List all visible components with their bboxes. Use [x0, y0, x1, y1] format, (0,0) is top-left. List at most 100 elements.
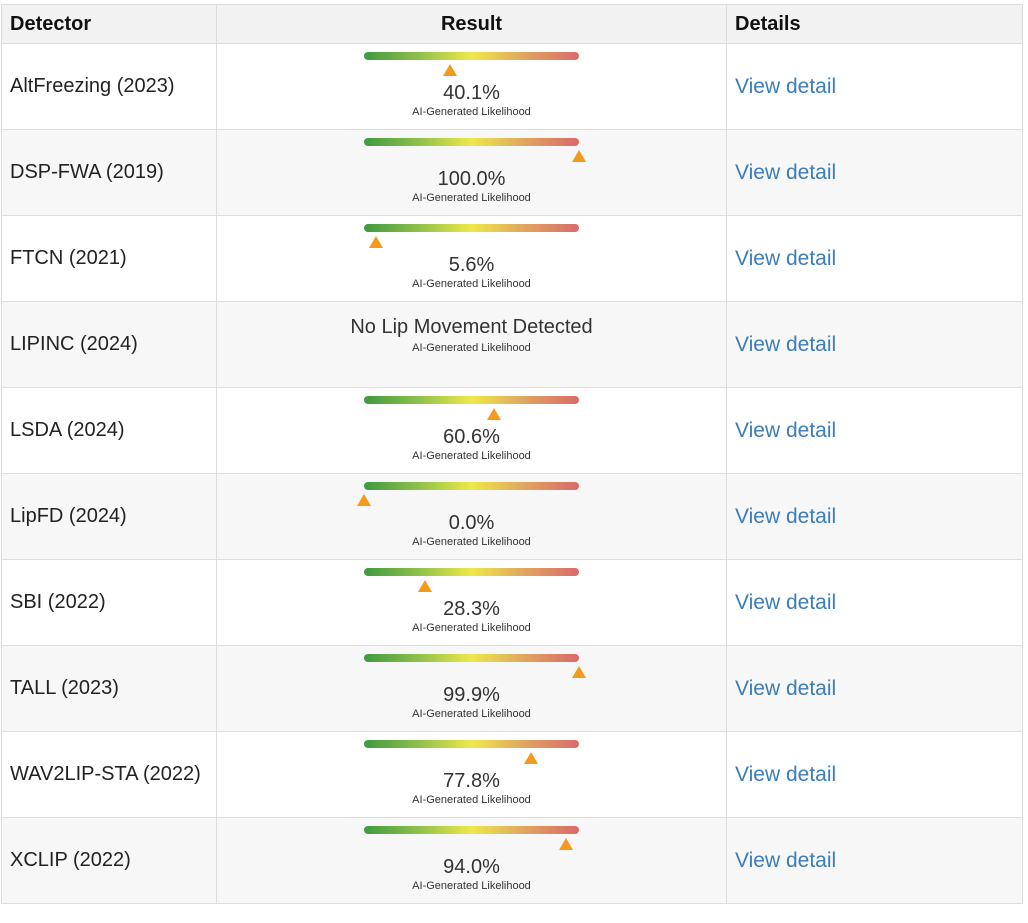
- view-detail-link[interactable]: View detail: [735, 504, 837, 528]
- likelihood-meter: [364, 224, 579, 254]
- view-detail-link[interactable]: View detail: [735, 418, 837, 442]
- likelihood-caption: AI-Generated Likelihood: [412, 536, 531, 548]
- details-cell: View detail: [726, 559, 1023, 646]
- likelihood-marker-icon: [357, 494, 371, 506]
- likelihood-value: 100.0%: [437, 168, 506, 190]
- likelihood-marker-icon: [443, 64, 458, 76]
- likelihood-meter: [364, 396, 579, 426]
- likelihood-caption: AI-Generated Likelihood: [412, 880, 531, 892]
- likelihood-gradient-bar: [364, 52, 579, 60]
- detector-name: LSDA (2024): [1, 387, 217, 474]
- details-cell: View detail: [726, 301, 1023, 388]
- result-cell: 28.3% AI-Generated Likelihood: [216, 559, 727, 646]
- likelihood-marker-icon: [571, 666, 586, 678]
- likelihood-caption: AI-Generated Likelihood: [412, 342, 531, 354]
- details-cell: View detail: [726, 129, 1023, 216]
- likelihood-gradient-bar: [364, 396, 579, 404]
- table-header: Detector Result Details: [1, 4, 1023, 44]
- likelihood-gradient-bar: [364, 482, 579, 490]
- detector-name: WAV2LIP-STA (2022): [1, 731, 217, 818]
- result-cell: 60.6% AI-Generated Likelihood: [216, 387, 727, 474]
- likelihood-meter: [364, 826, 579, 856]
- details-cell: View detail: [726, 387, 1023, 474]
- details-cell: View detail: [726, 817, 1023, 904]
- detector-name: TALL (2023): [1, 645, 217, 732]
- likelihood-value: 94.0%: [443, 856, 500, 878]
- view-detail-link[interactable]: View detail: [735, 762, 837, 786]
- view-detail-link[interactable]: View detail: [735, 848, 837, 872]
- details-cell: View detail: [726, 645, 1023, 732]
- result-cell: 5.6% AI-Generated Likelihood: [216, 215, 727, 302]
- likelihood-meter: [364, 52, 579, 82]
- view-detail-link[interactable]: View detail: [735, 332, 837, 356]
- view-detail-link[interactable]: View detail: [735, 676, 837, 700]
- view-detail-link[interactable]: View detail: [735, 74, 837, 98]
- likelihood-value: 40.1%: [443, 82, 500, 104]
- table-row: FTCN (2021) 5.6% AI-Generated Likelihood Vi…: [1, 215, 1023, 302]
- detector-name: LIPINC (2024): [1, 301, 217, 388]
- table-row: WAV2LIP-STA (2022) 77.8% AI-Generated Like…: [1, 731, 1023, 818]
- result-column-header: Result: [216, 4, 727, 44]
- table-body: AltFreezing (2023) 40.1% AI-Generated Like…: [1, 43, 1023, 904]
- likelihood-value: 77.8%: [443, 770, 500, 792]
- table-row: SBI (2022) 28.3% AI-Generated Likelihood Vi…: [1, 559, 1023, 646]
- table-row: LSDA (2024) 60.6% AI-Generated Likelihood V…: [1, 387, 1023, 474]
- detector-name: XCLIP (2022): [1, 817, 217, 904]
- details-column-header: Details: [726, 4, 1023, 44]
- detector-name: FTCN (2021): [1, 215, 217, 302]
- likelihood-gradient-bar: [364, 826, 579, 834]
- detector-name: DSP-FWA (2019): [1, 129, 217, 216]
- likelihood-meter: [364, 740, 579, 770]
- result-cell: 100.0% AI-Generated Likelihood: [216, 129, 727, 216]
- result-cell: 99.9% AI-Generated Likelihood: [216, 645, 727, 732]
- table-row: LipFD (2024) 0.0% AI-Generated Likelihood V…: [1, 473, 1023, 560]
- detector-column-header: Detector: [1, 4, 217, 44]
- table-row: LIPINC (2024) No Lip Movement Detected AI-…: [1, 301, 1023, 388]
- detector-name: SBI (2022): [1, 559, 217, 646]
- likelihood-gradient-bar: [364, 224, 579, 232]
- likelihood-meter: [364, 568, 579, 598]
- result-cell: 40.1% AI-Generated Likelihood: [216, 43, 727, 130]
- table-row: XCLIP (2022) 94.0% AI-Generated Likelihood…: [1, 817, 1023, 904]
- likelihood-caption: AI-Generated Likelihood: [412, 794, 531, 806]
- result-cell: No Lip Movement Detected AI-Generated Lik…: [216, 301, 727, 388]
- likelihood-caption: AI-Generated Likelihood: [412, 192, 531, 204]
- likelihood-meter: [357, 482, 579, 512]
- result-cell: 94.0% AI-Generated Likelihood: [216, 817, 727, 904]
- view-detail-link[interactable]: View detail: [735, 246, 837, 270]
- likelihood-value: 5.6%: [448, 254, 495, 276]
- view-detail-link[interactable]: View detail: [735, 590, 837, 614]
- likelihood-marker-icon: [572, 150, 586, 162]
- likelihood-marker-icon: [417, 580, 432, 592]
- details-cell: View detail: [726, 43, 1023, 130]
- results-table: Detector Result Details AltFreezing (202…: [1, 4, 1023, 904]
- likelihood-gradient-bar: [364, 740, 579, 748]
- no-lip-movement-message: No Lip Movement Detected: [350, 316, 593, 338]
- likelihood-marker-icon: [524, 752, 539, 764]
- likelihood-value: 60.6%: [443, 426, 500, 448]
- view-detail-link[interactable]: View detail: [735, 160, 837, 184]
- likelihood-gradient-bar: [364, 568, 579, 576]
- likelihood-marker-icon: [559, 838, 574, 850]
- likelihood-marker-icon: [487, 408, 502, 420]
- header-row: Detector Result Details: [1, 4, 1023, 44]
- likelihood-value: 28.3%: [443, 598, 500, 620]
- likelihood-gradient-bar: [364, 654, 579, 662]
- likelihood-meter: [364, 138, 586, 168]
- details-cell: View detail: [726, 473, 1023, 560]
- likelihood-meter: [364, 654, 586, 684]
- likelihood-value: 0.0%: [448, 512, 495, 534]
- table-row: TALL (2023) 99.9% AI-Generated Likelihood V…: [1, 645, 1023, 732]
- likelihood-value: 99.9%: [443, 684, 500, 706]
- result-cell: 77.8% AI-Generated Likelihood: [216, 731, 727, 818]
- likelihood-gradient-bar: [364, 138, 579, 146]
- likelihood-marker-icon: [369, 236, 384, 248]
- details-cell: View detail: [726, 731, 1023, 818]
- result-cell: 0.0% AI-Generated Likelihood: [216, 473, 727, 560]
- likelihood-caption: AI-Generated Likelihood: [412, 622, 531, 634]
- table-row: AltFreezing (2023) 40.1% AI-Generated Like…: [1, 43, 1023, 130]
- likelihood-caption: AI-Generated Likelihood: [412, 278, 531, 290]
- detector-name: LipFD (2024): [1, 473, 217, 560]
- likelihood-caption: AI-Generated Likelihood: [412, 708, 531, 720]
- likelihood-caption: AI-Generated Likelihood: [412, 450, 531, 462]
